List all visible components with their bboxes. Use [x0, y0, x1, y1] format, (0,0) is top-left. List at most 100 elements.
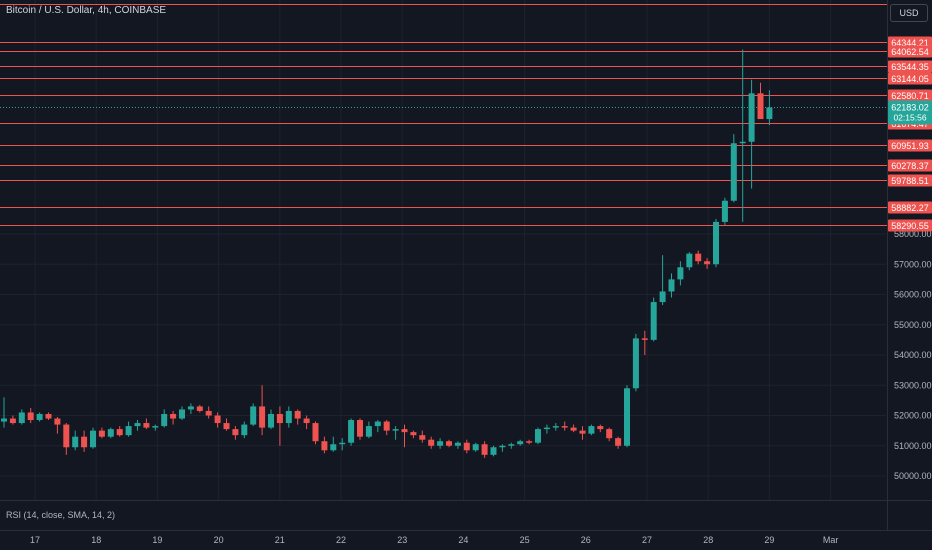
candle-down[interactable] — [597, 426, 604, 430]
x-tick-label: 17 — [30, 535, 40, 545]
candle-down[interactable] — [81, 436, 88, 448]
candle-up[interactable] — [125, 426, 132, 436]
candle-up[interactable] — [107, 429, 114, 437]
candle-down[interactable] — [205, 410, 212, 416]
candle-up[interactable] — [161, 413, 168, 427]
candle-up[interactable] — [437, 441, 444, 446]
candle-up[interactable] — [348, 420, 355, 443]
candle-down[interactable] — [446, 441, 452, 446]
candle-up[interactable] — [392, 429, 399, 431]
candle-up[interactable] — [686, 253, 693, 268]
x-tick-label: 19 — [152, 535, 162, 545]
candle-down[interactable] — [606, 429, 613, 439]
candle-up[interactable] — [713, 221, 719, 265]
candles — [1, 49, 773, 458]
currency-button[interactable]: USD — [890, 4, 928, 22]
candle-up[interactable] — [668, 279, 675, 292]
candle-down[interactable] — [695, 253, 702, 262]
candle-up[interactable] — [90, 430, 96, 448]
candle-up[interactable] — [766, 107, 773, 120]
candle-up[interactable] — [250, 406, 257, 425]
candle-down[interactable] — [116, 429, 123, 436]
rsi-indicator-label[interactable]: RSI (14, close, SMA, 14, 2) — [6, 510, 116, 520]
y-tick-label: 56000.00 — [894, 290, 932, 300]
candle-up[interactable] — [36, 413, 43, 421]
candle-down[interactable] — [259, 406, 266, 428]
candle-down[interactable] — [357, 420, 363, 437]
candle-down[interactable] — [579, 430, 586, 434]
x-tick-label: 28 — [703, 535, 713, 545]
candle-down[interactable] — [410, 432, 417, 436]
candle-down[interactable] — [704, 261, 711, 265]
candle-up[interactable] — [365, 426, 372, 437]
candle-down[interactable] — [54, 418, 61, 425]
candle-up[interactable] — [1, 418, 7, 422]
candle-down[interactable] — [276, 413, 283, 424]
candle-up[interactable] — [72, 436, 79, 448]
candle-down[interactable] — [312, 423, 319, 442]
candle-up[interactable] — [624, 388, 630, 446]
candle-up[interactable] — [499, 445, 506, 448]
candle-down[interactable] — [223, 423, 230, 430]
candle-down[interactable] — [63, 424, 70, 448]
candle-down[interactable] — [303, 418, 310, 424]
candle-down[interactable] — [383, 421, 390, 431]
candle-up[interactable] — [677, 267, 684, 280]
candle-up[interactable] — [543, 427, 550, 430]
candle-down[interactable] — [98, 430, 105, 437]
candle-up[interactable] — [588, 426, 595, 434]
candle-down[interactable] — [27, 412, 34, 421]
candle-up[interactable] — [187, 406, 194, 410]
candle-up[interactable] — [535, 429, 541, 443]
candle-down[interactable] — [526, 441, 533, 443]
candle-up[interactable] — [152, 426, 159, 428]
candle-down[interactable] — [45, 413, 52, 419]
candle-down[interactable] — [9, 418, 16, 424]
candle-up[interactable] — [490, 447, 497, 455]
candle-up[interactable] — [241, 424, 248, 436]
candle-down[interactable] — [757, 93, 764, 120]
candle-down[interactable] — [170, 413, 177, 419]
candle-down[interactable] — [214, 415, 221, 424]
candle-down[interactable] — [401, 429, 408, 433]
candle-down[interactable] — [419, 435, 426, 440]
candle-down[interactable] — [463, 442, 470, 451]
candle-down[interactable] — [481, 444, 488, 455]
candle-up[interactable] — [179, 409, 185, 419]
candle-up[interactable] — [659, 291, 666, 303]
candle-down[interactable] — [615, 438, 622, 446]
candle-up[interactable] — [517, 441, 524, 445]
candle-down[interactable] — [321, 441, 328, 451]
candle-up[interactable] — [650, 302, 657, 340]
candle-down[interactable] — [428, 439, 435, 446]
candle-up[interactable] — [730, 143, 737, 201]
level-lines — [0, 4, 887, 226]
x-tick-label: 27 — [642, 535, 652, 545]
candle-up[interactable] — [748, 93, 755, 142]
candle-up[interactable] — [330, 444, 337, 451]
candle-up[interactable] — [18, 412, 25, 424]
candle-up[interactable] — [454, 442, 461, 446]
candle-down[interactable] — [561, 426, 568, 428]
candle-up[interactable] — [632, 338, 639, 389]
candle-up[interactable] — [285, 410, 292, 424]
candle-up[interactable] — [472, 444, 479, 451]
candle-up[interactable] — [268, 413, 274, 428]
candle-up[interactable] — [374, 421, 381, 427]
candle-down[interactable] — [232, 429, 239, 436]
candle-down[interactable] — [641, 338, 648, 340]
candle-down[interactable] — [196, 406, 203, 411]
candle-up[interactable] — [134, 423, 141, 427]
candle-down[interactable] — [294, 410, 301, 419]
candle-up[interactable] — [339, 442, 346, 445]
candle-down[interactable] — [143, 423, 150, 428]
y-tick-label: 51000.00 — [894, 441, 932, 451]
y-tick-label: 55000.00 — [894, 320, 932, 330]
candle-up[interactable] — [552, 426, 559, 428]
candle-up[interactable] — [508, 444, 515, 446]
candle-up[interactable] — [721, 200, 728, 222]
candle-up[interactable] — [739, 141, 746, 144]
candle-down[interactable] — [570, 427, 577, 431]
